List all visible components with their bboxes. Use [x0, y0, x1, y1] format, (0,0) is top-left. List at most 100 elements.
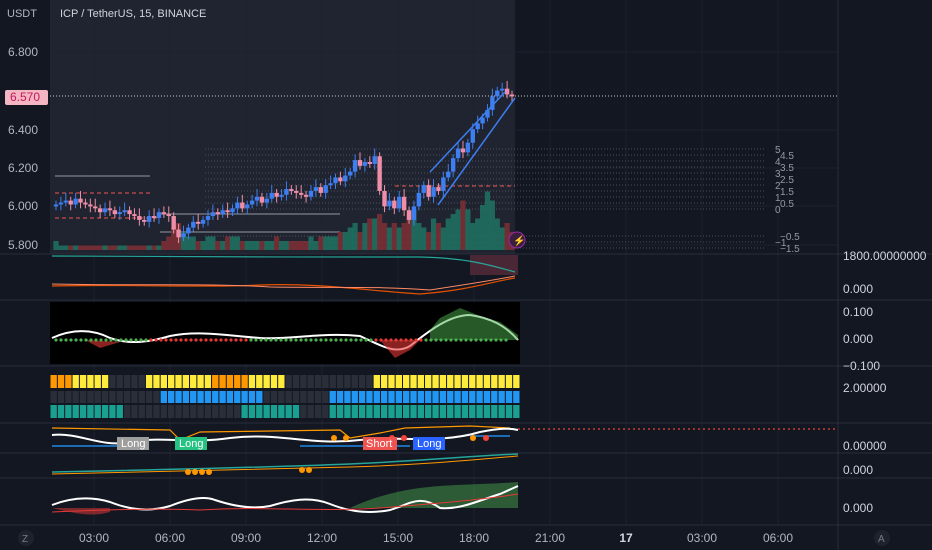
heatmap-cell — [476, 375, 483, 388]
heatmap-cell — [160, 375, 167, 388]
timezone-button[interactable] — [18, 530, 34, 546]
heatmap-cell — [513, 391, 520, 403]
volume-bar — [406, 214, 412, 250]
price-tick: 6.400 — [8, 123, 38, 137]
heatmap-cell — [263, 375, 270, 388]
oscillator-negative-area-2 — [85, 340, 120, 348]
heatmap-cell — [410, 391, 417, 403]
osc-axis-label: 0.000 — [843, 332, 873, 346]
heatmap-cell — [190, 391, 197, 403]
price-tick: 6.800 — [8, 45, 38, 59]
volume-bar — [122, 245, 128, 250]
heatmap-cell — [425, 391, 432, 403]
short-signal-1: Short — [363, 437, 397, 450]
fib-level-label: 4.5 — [780, 151, 794, 162]
fib-level-label: 5 — [775, 145, 781, 156]
candle-body — [93, 206, 98, 209]
heatmap-cell — [505, 391, 513, 403]
volume-bar — [327, 236, 334, 250]
heatmap-cell — [395, 375, 402, 388]
heatmap-cell — [358, 405, 366, 418]
pane6-axis-label: 0.000 — [843, 463, 873, 477]
volume-bar — [225, 236, 231, 250]
candle-body — [495, 90, 500, 97]
volume-bar — [239, 241, 245, 250]
oscillator-dot — [449, 338, 453, 342]
volume-bar — [401, 223, 407, 250]
heatmap-cell — [65, 405, 72, 418]
candle-body — [289, 189, 294, 191]
heatmap-cell — [87, 391, 94, 403]
candle-body — [416, 192, 422, 207]
candle-body — [186, 227, 191, 234]
heatmap-cell — [138, 391, 145, 403]
heatmap-cell — [263, 391, 270, 403]
candle-body — [397, 196, 402, 209]
oscillator-dot — [444, 338, 448, 342]
heatmap-cell — [483, 391, 491, 403]
oscillator-dot — [294, 338, 298, 342]
volume-bar — [489, 200, 495, 250]
oscillator-dot — [109, 338, 113, 342]
auto-scale-button[interactable] — [874, 530, 890, 546]
candle-body — [401, 196, 407, 211]
oscillator-dot — [379, 338, 383, 342]
candle-body — [88, 204, 93, 207]
heatmap-cell — [175, 391, 182, 403]
heatmap-cell — [234, 391, 241, 403]
candle-body — [122, 210, 127, 213]
volume-bar — [215, 241, 221, 250]
heatmap-cell — [131, 391, 138, 403]
oscillator-dot — [164, 338, 168, 342]
fib-level-label: 0.5 — [780, 199, 794, 210]
candle-body — [436, 187, 441, 191]
volume-bar — [87, 245, 93, 250]
candle-body — [200, 219, 206, 224]
heatmap-cell — [417, 391, 425, 403]
grid-lines — [50, 0, 838, 525]
heatmap-cell — [395, 391, 402, 403]
heatmap-cell — [182, 375, 190, 388]
heatmap-cell — [358, 391, 366, 403]
oscillator-dot — [384, 338, 388, 342]
heatmap-cell — [417, 375, 425, 388]
oscillator-dot — [184, 338, 188, 342]
heatmap-cell — [336, 405, 344, 418]
volume-bar — [293, 241, 299, 250]
candle-body — [504, 88, 510, 95]
osc-axis-label: 0.100 — [843, 305, 873, 319]
volume-bar — [396, 227, 402, 250]
symbol-title[interactable]: ICP / TetherUS, 15, BINANCE — [60, 8, 206, 20]
heatmap-cell — [366, 375, 373, 388]
volume-bar — [249, 241, 255, 250]
oscillator-dot — [234, 338, 238, 342]
heatmap-cell — [87, 375, 94, 388]
time-tick: 15:00 — [383, 531, 413, 545]
candle-body — [58, 202, 64, 205]
candle-body — [303, 194, 309, 197]
momentum-white-line — [51, 485, 519, 513]
heatmap-cell — [175, 405, 182, 418]
candle-body — [264, 198, 270, 203]
candle-body — [362, 162, 368, 166]
oscillator-dot — [244, 338, 248, 342]
oscillator-dot — [434, 338, 438, 342]
volume-bar — [58, 245, 64, 250]
heatmap-cell — [241, 391, 248, 403]
alert-icon[interactable] — [508, 231, 526, 249]
volume-bars — [53, 191, 515, 250]
oscillator-dot — [284, 338, 288, 342]
candle-body — [63, 200, 69, 203]
candle-body — [68, 200, 73, 205]
volume-bar — [259, 241, 265, 250]
oscillator-dot — [204, 338, 208, 342]
candle-body — [308, 190, 314, 197]
heatmap-cell — [175, 375, 182, 388]
candle-body — [127, 210, 132, 215]
heatmap-cell — [344, 405, 351, 418]
oscillator-dot — [149, 338, 153, 342]
oscillator-dot — [179, 338, 183, 342]
heatmap-cell — [498, 405, 505, 418]
